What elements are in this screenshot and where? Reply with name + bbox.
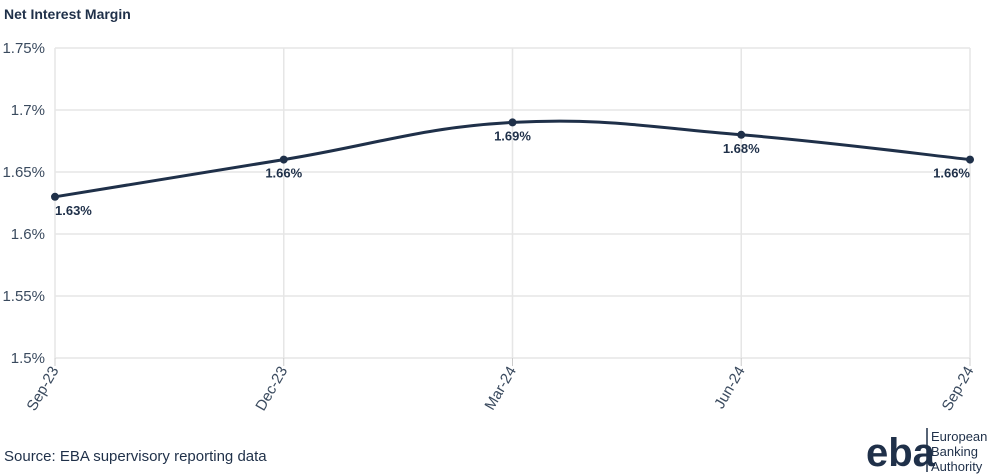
data-point [51,192,59,201]
data-point [737,130,746,139]
x-axis: Sep-23 Dec-23 Mar-24 Jun-24 Sep-24 [24,358,978,414]
data-label: 1.63% [55,203,92,218]
y-tick-label: 1.55% [2,288,45,305]
y-tick-label: 1.65% [2,164,45,181]
data-label: 1.66% [265,166,302,181]
chart-title: Net Interest Margin [4,6,131,22]
data-point [279,155,288,164]
grid [54,47,971,359]
data-point [966,155,974,164]
y-tick-label: 1.75% [2,40,45,57]
logo-mark: eba [866,431,936,475]
logo-line-1: European [931,429,987,444]
data-point [508,118,517,127]
y-tick-label: 1.5% [11,350,45,367]
data-label: 1.68% [723,141,760,156]
logo-line-2: Banking [931,444,978,459]
x-tick-label: Sep-24 [939,364,978,414]
y-axis: 1.5% 1.55% 1.6% 1.65% 1.7% 1.75% [2,40,45,367]
y-tick-label: 1.6% [11,226,45,243]
data-label: 1.66% [933,166,970,181]
logo-line-3: Authority [931,459,983,474]
data-labels: 1.63% 1.66% 1.69% 1.68% 1.66% [55,128,970,217]
data-points [51,118,974,201]
x-tick-label: Dec-23 [252,364,291,414]
x-tick-label: Mar-24 [481,364,519,414]
x-tick-label: Jun-24 [711,364,749,412]
y-tick-label: 1.7% [11,102,45,119]
eba-logo: eba European Banking Authority [866,428,987,475]
x-tick-label: Sep-23 [24,364,63,414]
data-label: 1.69% [494,128,531,143]
source-note: Source: EBA supervisory reporting data [4,448,267,465]
